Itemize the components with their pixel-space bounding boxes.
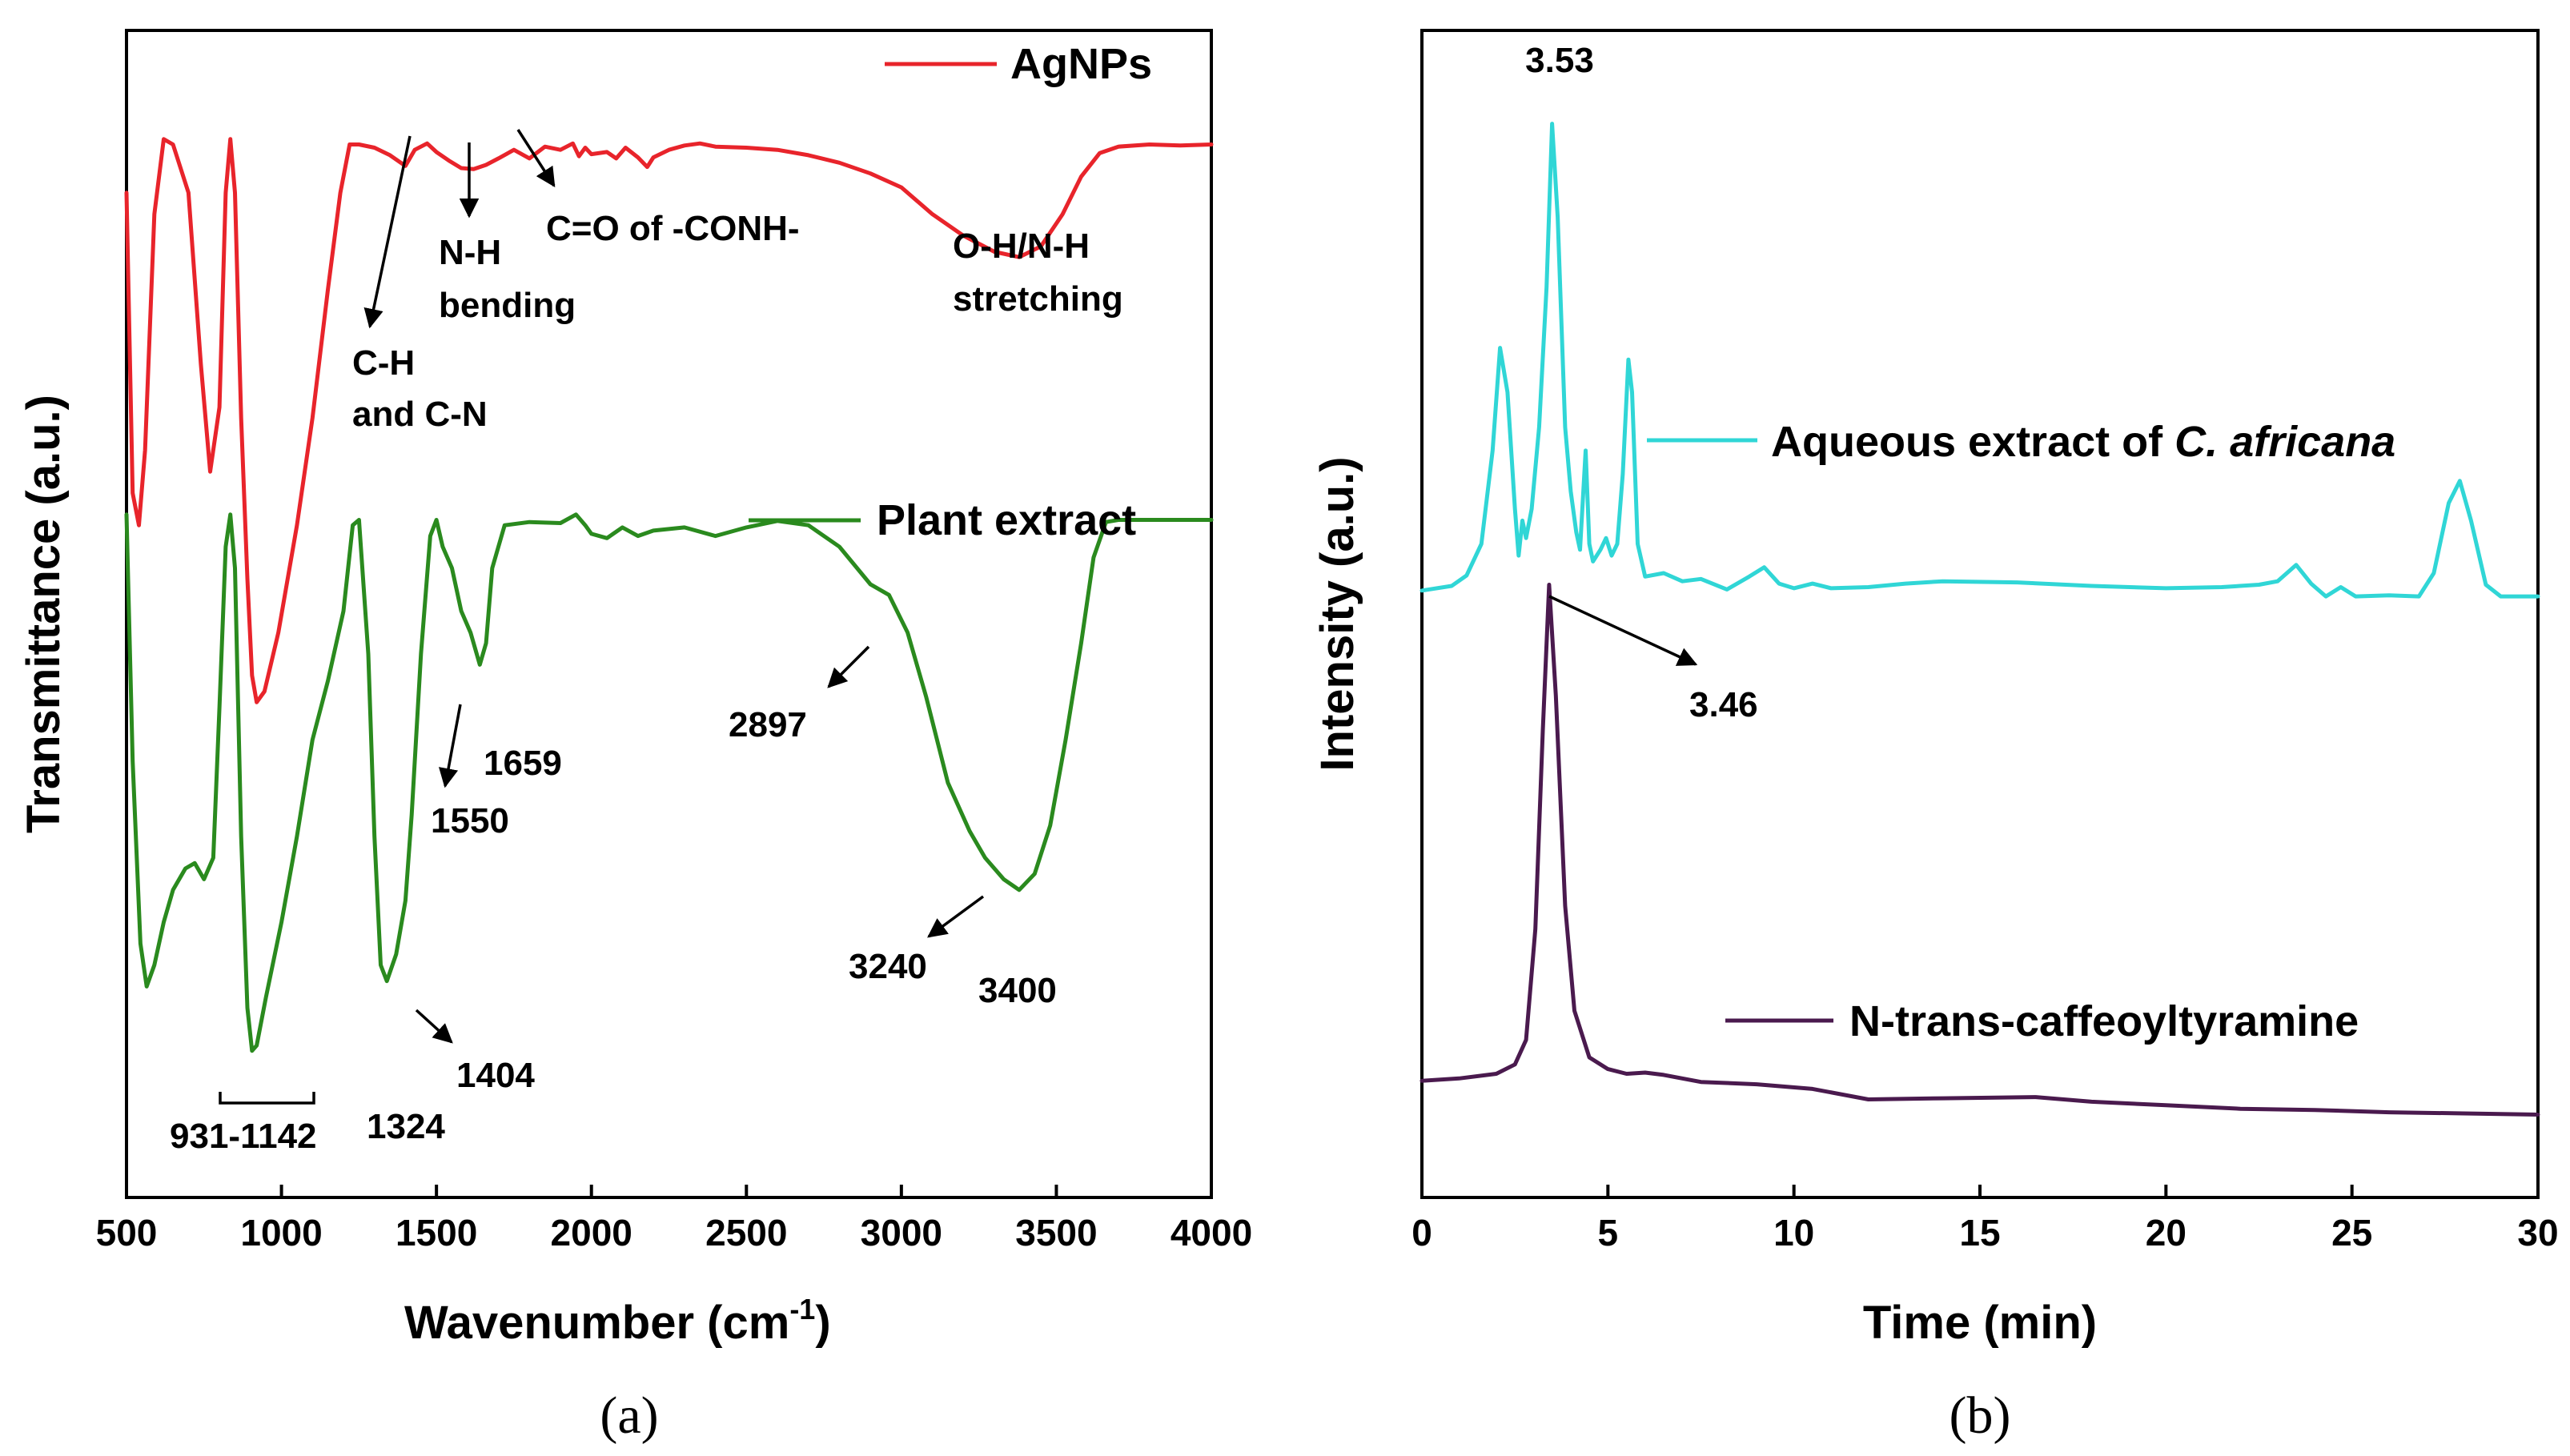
annotation-c-h-c-n: C-H and C-N: [352, 343, 488, 434]
annotation-n-h-bending-line2: bending: [439, 286, 576, 325]
panel-a-x-tick-label-3000: 3000: [861, 1212, 942, 1253]
annotation-peak-3-46: 3.46: [1689, 685, 1758, 724]
panel-b-x-ticks: 0 5 10 15 20 25 30: [1411, 1185, 2559, 1253]
legend-label-plant-extract: Plant extract: [877, 496, 1136, 544]
annotation-peak-3-53: 3.53: [1525, 41, 1594, 80]
annotation-1324: 1324: [367, 1107, 445, 1146]
legend-aqueous-prefix: Aqueous extract of: [1771, 418, 2174, 466]
arrow-c-h-c-n: [363, 135, 412, 329]
panel-a-x-tick-label-4000: 4000: [1171, 1212, 1252, 1253]
panel-b-series-line-n-trans-caffeoyltyramine: [1420, 583, 2540, 1117]
panel-a-plot-frame: [125, 29, 1213, 1199]
annotation-n-h-bending-line1: N-H: [439, 233, 501, 272]
arrow-3240: [927, 895, 985, 938]
panel-b-x-tick-label-30: 30: [2517, 1212, 2558, 1253]
legend-aqueous-species: C. africana: [2174, 418, 2395, 466]
panel-a-x-ticks: 500 1000 1500 2000 2500 3000 3500 4000: [96, 1185, 1252, 1253]
panel-b-x-axis-title: Time (min): [1863, 1297, 2097, 1349]
panel-b-x-tick-label-25: 25: [2331, 1212, 2372, 1253]
annotation-1404: 1404: [456, 1056, 535, 1095]
panel-b-series: [1420, 122, 2540, 1117]
panel-a-x-title-close: ): [815, 1297, 830, 1349]
annotation-o-h-n-h-line2: stretching: [953, 279, 1123, 319]
annotation-o-h-n-h-stretching: O-H/N-H stretching: [953, 227, 1123, 319]
panel-b-x-tick-label-15: 15: [1959, 1212, 2000, 1253]
panel-b-series-line-aqueous-extract-of-c-africana: [1420, 122, 2540, 599]
annotation-931-1142: 931-1142: [170, 1117, 317, 1156]
annotation-o-h-n-h-line1: O-H/N-H: [953, 227, 1090, 266]
panel-a-x-tick-label-500: 500: [96, 1212, 158, 1253]
panel-a-ftir-chart: 500 1000 1500 2000 2500 3000 3500 4000 AgNPs Pl…: [18, 29, 1252, 1445]
panel-b-x-tick-label-0: 0: [1411, 1212, 1432, 1253]
arrow-1550: [438, 704, 462, 788]
annotation-3400: 3400: [978, 971, 1057, 1010]
annotation-3240: 3240: [849, 947, 927, 986]
panel-b-label: (b): [1950, 1386, 2011, 1445]
bracket-931-1142: [219, 1092, 315, 1105]
annotation-n-h-bending: N-H bending: [439, 233, 576, 325]
panel-a-y-axis-title: Transmittance (a.u.): [18, 395, 70, 833]
panel-b-y-axis-title: Intensity (a.u.): [1311, 456, 1363, 771]
panel-b-x-tick-label-20: 20: [2146, 1212, 2187, 1253]
panel-a-x-tick-label-1500: 1500: [396, 1212, 477, 1253]
legend-label-n-trans-caffeoyltyramine: N-trans-caffeoyltyramine: [1849, 997, 2359, 1045]
annotation-1550: 1550: [431, 801, 509, 840]
legend-label-aqueous-extract: Aqueous extract of C. africana: [1771, 418, 2395, 466]
panel-a-x-tick-label-3500: 3500: [1015, 1212, 1097, 1253]
panel-b-x-tick-label-10: 10: [1773, 1212, 1814, 1253]
arrow-peak-3-46: [1548, 595, 1698, 666]
panel-a-x-axis-title: Wavenumber (cm-1): [404, 1293, 831, 1349]
panel-a-x-title-main: Wavenumber (cm: [404, 1297, 789, 1349]
annotation-c-o-conh: C=O of -CONH-: [546, 209, 800, 248]
arrow-2897: [827, 645, 870, 688]
panel-a-series-line-agnps: [124, 137, 1214, 704]
panel-a-x-tick-label-2500: 2500: [705, 1212, 787, 1253]
annotation-c-h-c-n-line2: and C-N: [352, 395, 488, 434]
panel-a-label: (a): [600, 1386, 658, 1445]
panel-b-chromatogram: 0 5 10 15 20 25 30 Aqueous extract of C. afric…: [1311, 29, 2559, 1445]
panel-a-series: [124, 137, 1214, 1053]
panel-b-x-tick-label-5: 5: [1598, 1212, 1619, 1253]
panel-a-series-line-plant-extract: [124, 512, 1214, 1053]
panel-a-x-tick-label-1000: 1000: [240, 1212, 322, 1253]
annotation-c-h-c-n-line1: C-H: [352, 343, 415, 383]
arrow-1404: [415, 1009, 453, 1044]
panel-a-x-tick-label-2000: 2000: [551, 1212, 632, 1253]
legend-label-agnps: AgNPs: [1010, 40, 1152, 88]
panel-a-x-title-sup: -1: [789, 1293, 815, 1326]
annotation-2897: 2897: [729, 705, 807, 744]
arrow-c-o-conh: [516, 129, 556, 188]
annotation-1659: 1659: [484, 744, 562, 783]
